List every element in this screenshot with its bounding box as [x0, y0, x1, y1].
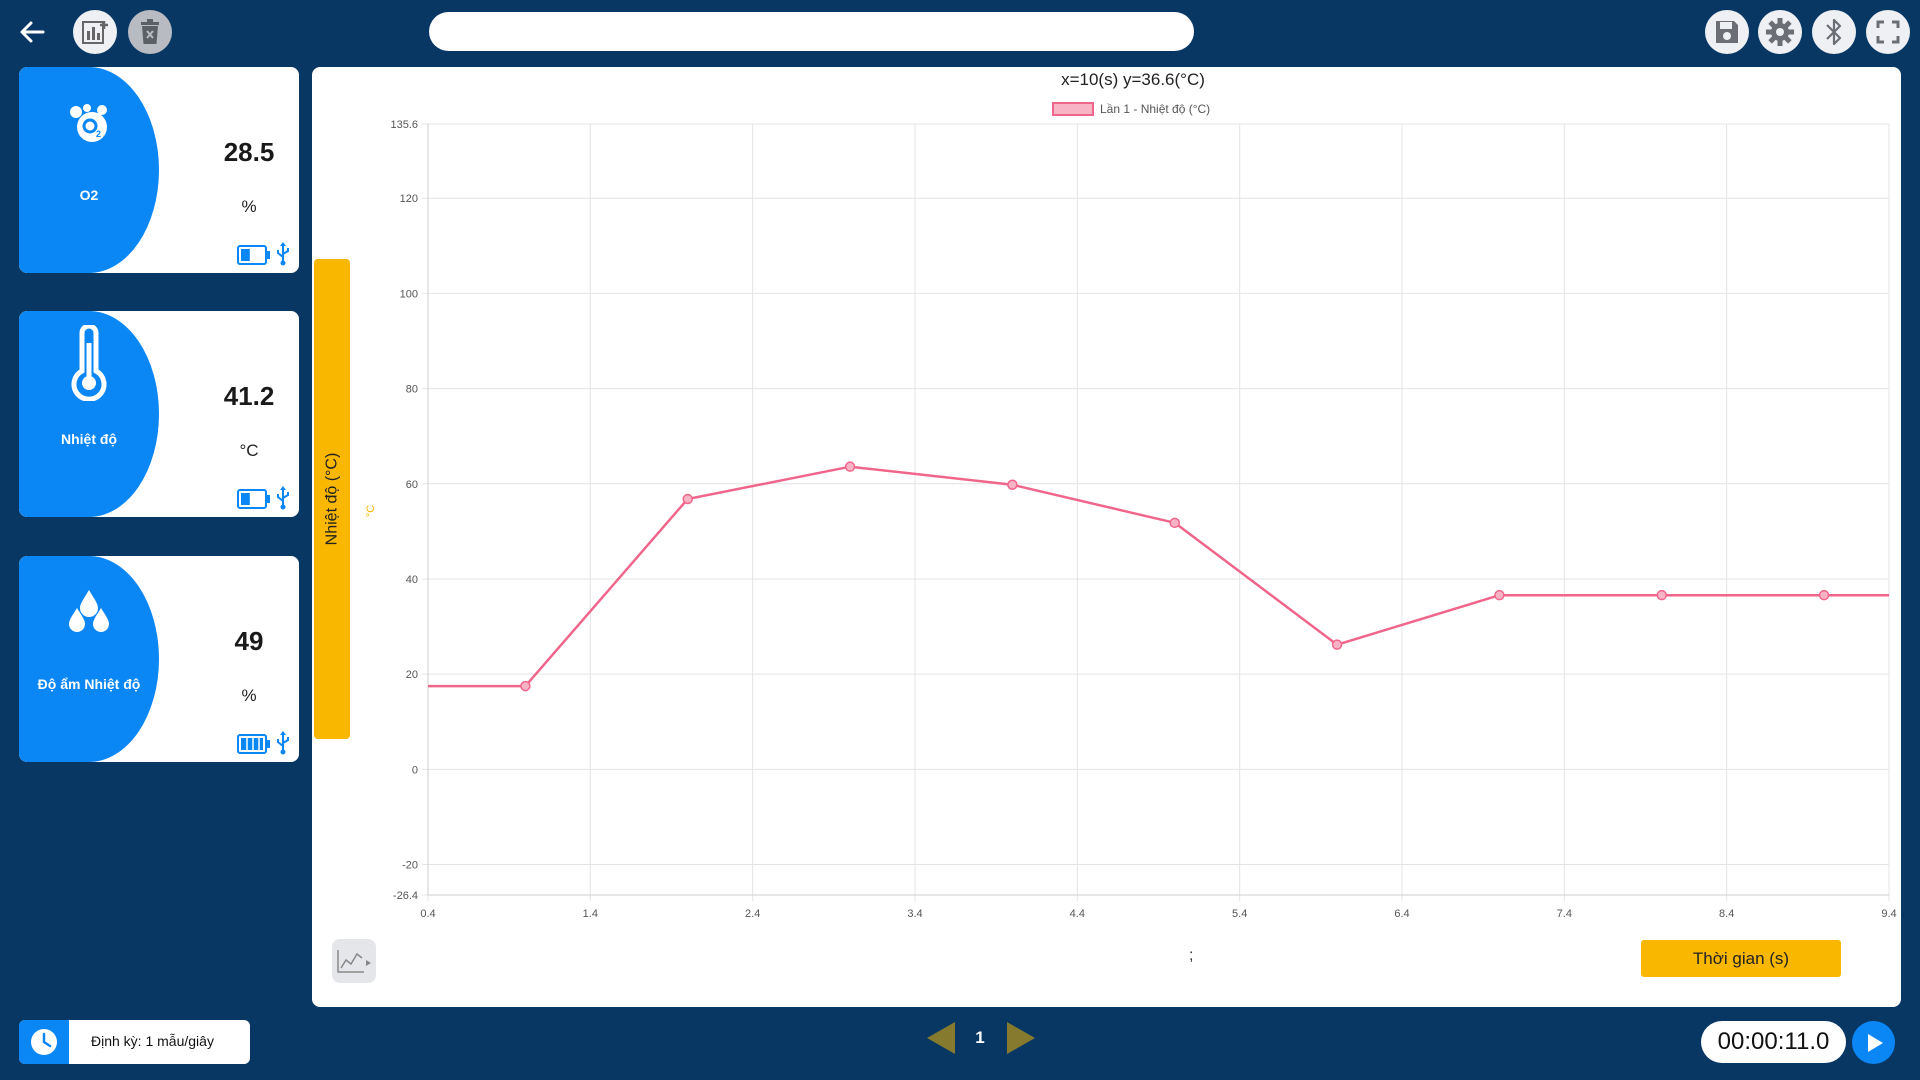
sensor-card-temperature[interactable]: Nhiệt độ 41.2 °C — [19, 311, 299, 517]
x-tick-label: 6.4 — [1394, 908, 1409, 920]
y-tick-label: -20 — [402, 860, 418, 872]
data-point[interactable] — [682, 493, 693, 505]
line-chart[interactable]: x=10(s) y=36.6(°C) Lần 1 - Nhiệt độ (°C)… — [312, 67, 1901, 927]
sensor-card-o2[interactable]: 2 O2 28.5 % — [19, 67, 299, 273]
data-point[interactable] — [1818, 589, 1830, 601]
usb-icon — [276, 242, 290, 271]
trash-icon — [141, 19, 159, 44]
clock-icon-box — [19, 1020, 69, 1064]
page-number: 1 — [975, 1028, 985, 1047]
usb-icon — [276, 486, 290, 515]
triangle-right-icon — [1007, 1022, 1035, 1054]
x-axis-selector-button[interactable]: Thời gian (s) — [1641, 940, 1841, 977]
next-page-button[interactable] — [1005, 1020, 1037, 1056]
battery-icon — [237, 245, 271, 270]
chart-tools-button[interactable] — [332, 939, 376, 983]
data-point[interactable] — [1494, 589, 1505, 601]
data-point[interactable] — [1169, 517, 1180, 529]
legend-swatch[interactable] — [1052, 102, 1094, 116]
series-line[interactable] — [428, 465, 1889, 688]
x-tick-label: 1.4 — [583, 908, 598, 920]
line-chart-icon — [337, 950, 371, 973]
gear-icon — [1766, 18, 1794, 46]
sensor-name: O2 — [79, 187, 99, 203]
fullscreen-icon — [1876, 20, 1900, 44]
cursor-readout: x=10(s) y=36.6(°C) — [1061, 70, 1205, 89]
sampling-period-label: Định kỳ: 1 mẫu/giây — [91, 1033, 214, 1049]
bluetooth-icon — [1826, 18, 1842, 46]
delete-button[interactable] — [128, 10, 172, 54]
y-tick-label: -26.4 — [393, 890, 418, 902]
sampling-period-control[interactable]: Định kỳ: 1 mẫu/giây — [19, 1020, 250, 1064]
data-point[interactable] — [1331, 639, 1343, 650]
add-chart-button[interactable] — [73, 10, 117, 54]
x-tick-label: 9.4 — [1881, 908, 1896, 920]
x-tick-label: 7.4 — [1557, 908, 1572, 920]
arrow-left-icon — [20, 21, 45, 43]
y-tick-label: 135.6 — [390, 119, 418, 131]
sensor-card-humidity[interactable]: Độ ẩm Nhiệt độ 49 % — [19, 556, 299, 762]
sensor-name: Độ ẩm Nhiệt độ — [37, 676, 141, 692]
search-input[interactable] — [429, 12, 1194, 51]
sensor-unit: % — [241, 686, 257, 705]
y-axis-selector-button[interactable]: Nhiệt độ (°C) — [314, 259, 350, 739]
data-point[interactable] — [1656, 589, 1667, 601]
sensor-card-header: Nhiệt độ — [19, 311, 159, 517]
data-point[interactable] — [1007, 479, 1018, 491]
legend-label: Lần 1 - Nhiệt độ (°C) — [1100, 102, 1210, 116]
thermometer-icon — [71, 325, 107, 401]
sensor-name: Nhiệt độ — [61, 431, 117, 447]
sensor-value: 49 — [234, 626, 264, 656]
x-tick-label: 3.4 — [907, 908, 922, 920]
x-axis-selector-label: Thời gian (s) — [1692, 948, 1790, 968]
sensor-value: 41.2 — [223, 381, 275, 411]
battery-icon — [237, 489, 271, 514]
x-tick-label: 4.4 — [1070, 908, 1085, 920]
svg-text:2: 2 — [96, 129, 101, 139]
water-drops-icon — [69, 590, 109, 632]
data-point[interactable] — [844, 461, 856, 472]
o2-bubble-icon: 2 — [70, 104, 107, 142]
settings-button[interactable] — [1758, 10, 1802, 54]
sensor-unit: % — [241, 197, 257, 216]
x-tick-label: 0.4 — [420, 908, 435, 920]
clock-icon — [31, 1029, 57, 1055]
y-tick-label: 60 — [406, 479, 418, 491]
save-button[interactable] — [1705, 10, 1749, 54]
y-tick-label: 80 — [406, 384, 418, 396]
fullscreen-button[interactable] — [1866, 10, 1910, 54]
usb-icon — [276, 731, 290, 760]
x-tick-label: 2.4 — [745, 908, 760, 920]
chart-panel: Nhiệt độ (°C) x=10(s) y=36.6(°C) Lần 1 -… — [312, 67, 1901, 1007]
x-tick-label: 8.4 — [1719, 908, 1734, 920]
elapsed-timer: 00:00:11.0 — [1701, 1021, 1846, 1063]
sensor-card-header: 2 O2 — [19, 67, 159, 273]
sensor-value: 28.5 — [223, 137, 275, 167]
prev-page-button[interactable] — [925, 1020, 957, 1056]
chart-footnote: ; — [1189, 947, 1194, 964]
y-tick-label: 120 — [400, 193, 418, 205]
play-icon — [1867, 1033, 1883, 1052]
save-icon — [1716, 21, 1738, 43]
y-tick-label: 40 — [406, 574, 418, 586]
bluetooth-button[interactable] — [1812, 10, 1856, 54]
x-tick-label: 5.4 — [1232, 908, 1247, 920]
y-tick-label: 20 — [406, 669, 418, 681]
y-tick-label: 0 — [412, 764, 418, 776]
back-button[interactable] — [14, 14, 50, 50]
data-point[interactable] — [520, 680, 531, 692]
y-tick-label: 100 — [400, 288, 418, 300]
y-axis-unit-label: °C — [365, 505, 377, 517]
chart-add-icon — [82, 21, 108, 44]
battery-icon — [237, 734, 271, 759]
play-button[interactable] — [1852, 1021, 1895, 1064]
sensor-unit: °C — [239, 441, 259, 460]
triangle-left-icon — [927, 1022, 955, 1054]
sensor-card-header: Độ ẩm Nhiệt độ — [19, 556, 159, 762]
